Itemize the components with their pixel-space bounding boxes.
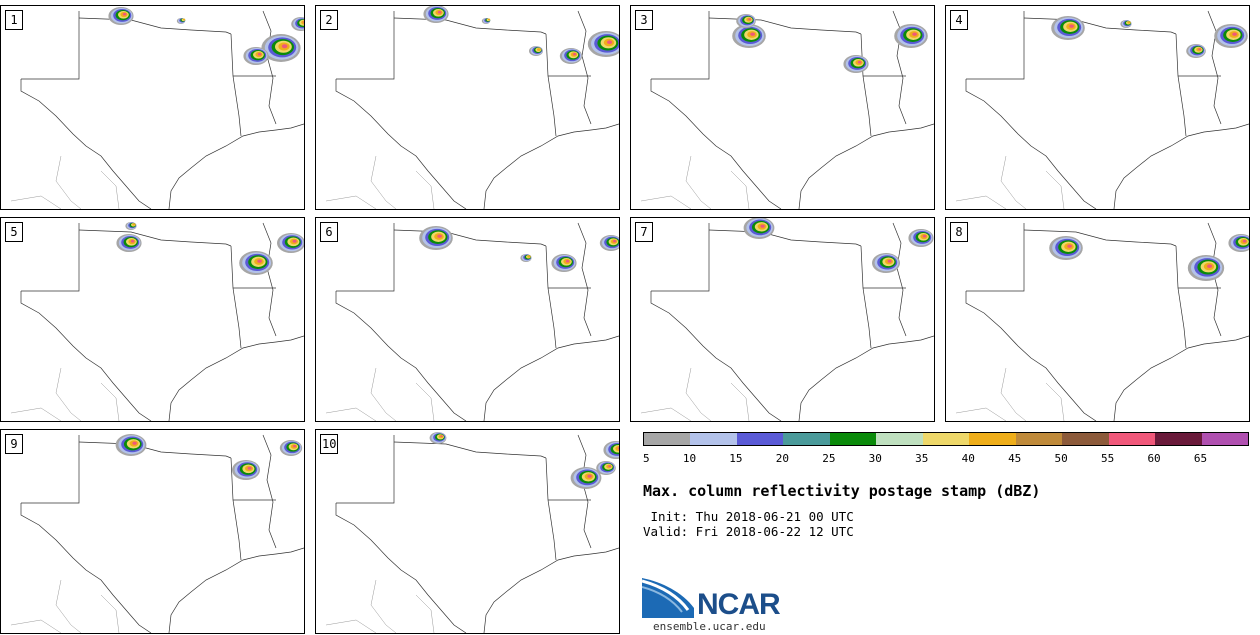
storm-echo <box>613 240 617 243</box>
reflectivity-colorbar <box>643 432 1249 446</box>
storm-echo <box>122 12 127 16</box>
stamp-panel[interactable]: 1 <box>0 5 305 210</box>
colorbar-segment <box>829 433 877 445</box>
panel-number: 9 <box>5 434 23 454</box>
storm-echo <box>912 32 917 36</box>
colorbar-tick-label: 50 <box>1054 452 1068 465</box>
storm-echo <box>303 21 304 24</box>
storm-echo <box>527 255 531 258</box>
colorbar-segment <box>1201 433 1249 445</box>
colorbar-segment <box>644 433 691 445</box>
storm-echo <box>565 259 570 263</box>
storm-echo <box>437 234 442 238</box>
panel-number: 7 <box>635 222 653 242</box>
storm-echo <box>615 445 619 452</box>
storm-echo <box>440 435 443 438</box>
storm-echo <box>281 44 288 49</box>
panel-number: 5 <box>5 222 23 242</box>
stamp-panel[interactable]: 2 <box>315 5 620 210</box>
stamp-panel[interactable]: 10 <box>315 429 620 634</box>
storm-echo <box>887 259 892 263</box>
panel-number: 6 <box>320 222 338 242</box>
colorbar-segment <box>783 433 830 445</box>
storm-echo <box>132 441 137 445</box>
colorbar-segment <box>690 433 737 445</box>
colorbar-tick-label: 10 <box>682 452 697 465</box>
panel-number: 4 <box>950 10 968 30</box>
colorbar-tick-label: 5 <box>643 452 650 465</box>
storm-echo <box>293 445 297 448</box>
stamp-panel[interactable]: 6 <box>315 217 620 422</box>
colorbar-tick-label: 35 <box>915 452 929 465</box>
storm-echo <box>132 223 136 226</box>
storm-echo <box>1067 244 1072 248</box>
colorbar-segment <box>922 433 970 445</box>
colorbar-tick-label: 65 <box>1193 452 1208 465</box>
colorbar-segment <box>876 433 923 445</box>
storm-echo <box>301 20 304 25</box>
colorbar-segment <box>1108 433 1156 445</box>
storm-echo <box>257 259 262 263</box>
storm-echo <box>750 32 755 36</box>
storm-echo <box>257 52 262 56</box>
stamp-panel[interactable]: 3 <box>630 5 935 210</box>
colorbar-segment <box>736 433 784 445</box>
storm-echo <box>857 60 862 64</box>
panel-number: 2 <box>320 10 338 30</box>
storm-echo <box>1127 21 1131 24</box>
storm-echo <box>760 224 765 228</box>
panel-number: 8 <box>950 222 968 242</box>
stamp-panel[interactable]: 4 <box>945 5 1250 210</box>
storm-echo <box>292 239 297 243</box>
storm-echo <box>182 18 186 21</box>
panel-number: 10 <box>320 434 339 454</box>
panel-number: 1 <box>5 10 23 30</box>
chart-title: Max. column reflectivity postage stamp (… <box>643 482 1041 500</box>
storm-echo <box>1207 264 1213 269</box>
storm-echo <box>537 48 541 51</box>
colorbar-tick-label: 55 <box>1100 452 1115 465</box>
colorbar-segment <box>1015 433 1063 445</box>
storm-echo <box>487 18 491 21</box>
colorbar-tick-label: 20 <box>775 452 789 465</box>
colorbar-tick-label: 30 <box>868 452 882 465</box>
storm-echo <box>437 10 442 14</box>
storm-echo <box>573 53 577 56</box>
colorbar-tick-label: 45 <box>1008 452 1022 465</box>
valid-time: Valid: Fri 2018-06-22 12 UTC <box>643 524 854 539</box>
stamp-panel[interactable]: 7 <box>630 217 935 422</box>
colorbar-segment <box>1062 433 1109 445</box>
storm-echo <box>1069 24 1074 28</box>
website-url: ensemble.ucar.edu <box>653 620 766 633</box>
stamp-panel[interactable]: 9 <box>0 429 305 634</box>
storm-echo <box>1198 48 1201 51</box>
colorbar-tick-label: 40 <box>961 452 975 465</box>
colorbar-segment <box>1155 433 1202 445</box>
ncar-logo-icon <box>642 578 694 618</box>
storm-echo <box>617 446 619 450</box>
storm-echo <box>607 40 613 45</box>
storm-echo <box>1242 239 1247 243</box>
colorbar-tick-label: 60 <box>1147 452 1161 465</box>
stamp-panel[interactable]: 8 <box>945 217 1250 422</box>
panel-number: 3 <box>635 10 653 30</box>
storm-echo <box>608 465 611 468</box>
storm-echo <box>1232 32 1237 36</box>
storm-echo <box>587 474 592 478</box>
storm-echo <box>922 234 927 238</box>
colorbar-tick-label: 25 <box>822 452 836 465</box>
storm-echo <box>247 466 252 470</box>
storm-echo <box>130 239 135 243</box>
ncar-logo-text: NCAR <box>697 588 781 621</box>
colorbar-segment <box>969 433 1016 445</box>
stamp-panel[interactable]: 5 <box>0 217 305 422</box>
storm-echo <box>748 18 751 21</box>
init-time: Init: Thu 2018-06-21 00 UTC <box>643 509 854 524</box>
colorbar-tick-label: 15 <box>729 452 743 465</box>
